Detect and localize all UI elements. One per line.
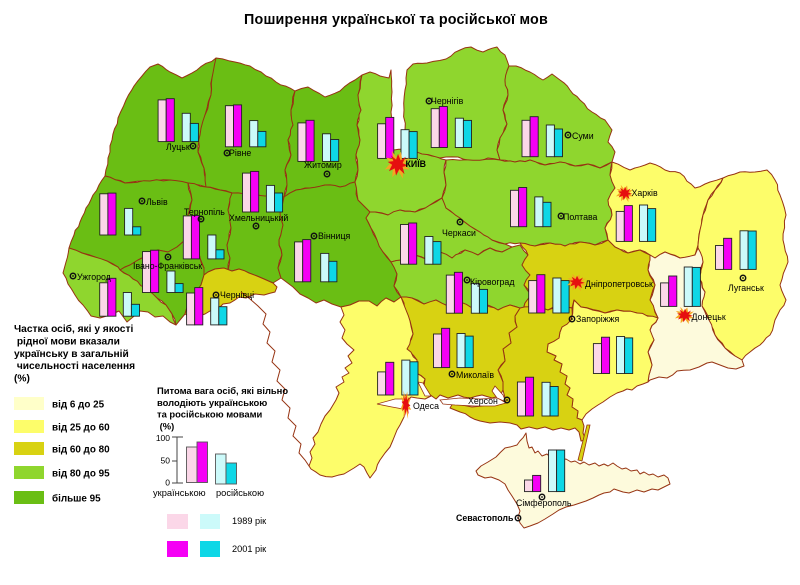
svg-text:Полтава: Полтава bbox=[563, 212, 598, 222]
svg-text:Львів: Львів bbox=[146, 197, 168, 207]
svg-text:Вінниця: Вінниця bbox=[318, 231, 350, 241]
svg-text:Миколаїв: Миколаїв bbox=[456, 370, 494, 380]
svg-text:100: 100 bbox=[156, 433, 170, 443]
svg-text:рідної мови вказали: рідної мови вказали bbox=[14, 336, 120, 347]
svg-text:1989 рік: 1989 рік bbox=[232, 516, 267, 526]
svg-text:від 80 до 95: від 80 до 95 bbox=[52, 469, 110, 480]
svg-text:Сімферополь: Сімферополь bbox=[516, 498, 572, 508]
svg-text:Поширення української та росій: Поширення української та російської мов bbox=[244, 12, 548, 28]
svg-text:Луганськ: Луганськ bbox=[728, 283, 764, 293]
svg-text:Суми: Суми bbox=[572, 131, 594, 141]
svg-text:Луцьк: Луцьк bbox=[166, 142, 190, 152]
svg-text:Тернопіль: Тернопіль bbox=[184, 207, 225, 217]
svg-text:(%): (%) bbox=[14, 374, 30, 385]
svg-text:Кіровоград: Кіровоград bbox=[470, 277, 514, 287]
svg-text:Донецьк: Донецьк bbox=[692, 312, 726, 322]
svg-text:50: 50 bbox=[161, 456, 171, 466]
svg-text:українською: українською bbox=[153, 488, 206, 498]
svg-text:Рівне: Рівне bbox=[229, 148, 251, 158]
svg-text:(%): (%) bbox=[157, 420, 174, 431]
svg-text:від 6 до 25: від 6 до 25 bbox=[52, 400, 105, 411]
svg-text:Дніпропетровськ: Дніпропетровськ bbox=[585, 279, 653, 289]
svg-text:від 60 до 80: від 60 до 80 bbox=[52, 445, 110, 456]
svg-text:чисельності населення: чисельності населення bbox=[14, 361, 135, 372]
svg-text:Частка осіб, які у якості: Частка осіб, які у якості bbox=[14, 323, 133, 335]
svg-text:Херсон: Херсон bbox=[468, 396, 498, 406]
svg-text:0: 0 bbox=[165, 478, 170, 488]
svg-text:Чернігів: Чернігів bbox=[431, 96, 464, 106]
svg-text:Запоріжжя: Запоріжжя bbox=[576, 314, 619, 324]
svg-text:Хмельницький: Хмельницький bbox=[229, 213, 288, 223]
svg-text:Одеса: Одеса bbox=[413, 401, 439, 411]
svg-text:2001 рік: 2001 рік bbox=[232, 544, 267, 554]
svg-text:Севастополь: Севастополь bbox=[456, 513, 514, 523]
svg-text:Житомир: Житомир bbox=[304, 160, 342, 170]
svg-text:Питома вага осіб, які вільно: Питома вага осіб, які вільно bbox=[157, 385, 288, 396]
svg-text:КИЇВ: КИЇВ bbox=[406, 159, 426, 169]
svg-text:Ужгород: Ужгород bbox=[77, 272, 111, 282]
svg-text:Харків: Харків bbox=[632, 188, 658, 198]
svg-text:українську в загальній: українську в загальній bbox=[14, 349, 129, 360]
svg-text:Черкаси: Черкаси bbox=[442, 228, 476, 238]
svg-text:російською: російською bbox=[216, 488, 264, 498]
svg-text:володіють українською: володіють українською bbox=[157, 397, 267, 408]
svg-text:та російською мовами: та російською мовами bbox=[157, 409, 263, 420]
svg-text:більше 95: більше 95 bbox=[52, 494, 101, 505]
svg-text:Чернівці: Чернівці bbox=[220, 290, 254, 300]
svg-text:від 25 до 60: від 25 до 60 bbox=[52, 423, 110, 434]
svg-text:Івано-Франківськ: Івано-Франківськ bbox=[133, 261, 202, 271]
